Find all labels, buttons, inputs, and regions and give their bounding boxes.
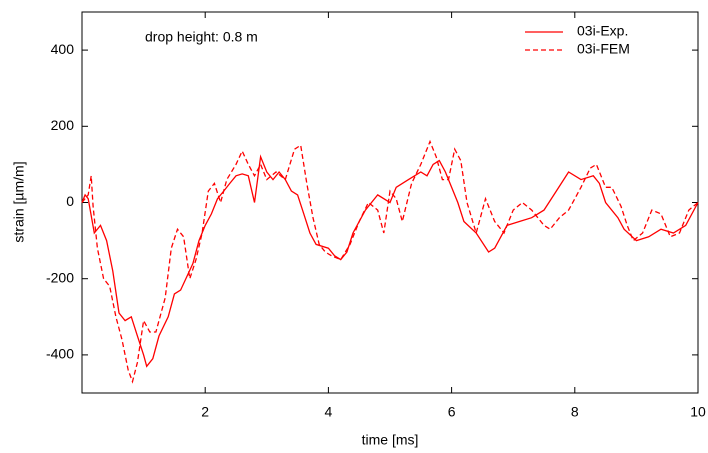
legend-label: 03i-Exp. — [577, 23, 628, 39]
y-tick-label: 0 — [66, 193, 74, 209]
y-tick-label: -200 — [46, 269, 74, 285]
data-line — [81, 154, 699, 368]
y-tick-label: 400 — [51, 41, 75, 57]
x-tick-label: 10 — [690, 404, 706, 420]
x-tick-label: 4 — [325, 404, 333, 420]
y-tick-label: 200 — [51, 117, 75, 133]
x-tick-label: 2 — [201, 404, 209, 420]
annotation: drop height: 0.8 m — [145, 29, 258, 45]
legend-label: 03i-FEM — [577, 41, 630, 57]
x-tick-label: 6 — [448, 404, 456, 420]
x-axis-label: time [ms] — [362, 432, 419, 448]
y-tick-label: -400 — [46, 346, 74, 362]
x-tick-label: 8 — [571, 404, 579, 420]
y-axis-label: strain [µm/m] — [11, 161, 27, 242]
data-line — [81, 139, 699, 384]
